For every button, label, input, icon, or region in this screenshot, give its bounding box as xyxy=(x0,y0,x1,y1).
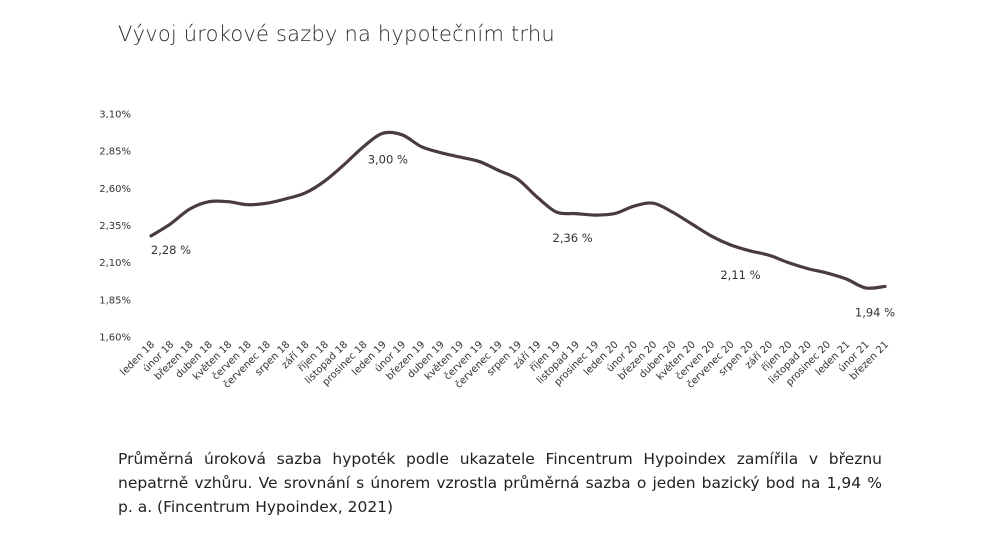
y-tick-label: 2,35% xyxy=(99,221,131,232)
y-tick-label: 2,60% xyxy=(99,184,131,195)
y-tick-label: 3,10% xyxy=(99,110,131,121)
y-tick-label: 2,85% xyxy=(99,147,131,158)
annotation-layer: 2,28 % 3,00 % 2,36 % 2,11 % 1,94 % xyxy=(151,152,895,319)
chart-title: Vývoj úrokové sazby na hypotečním trhu xyxy=(118,22,555,46)
y-axis: 1,60% 1,85% 2,10% 2,35% 2,60% 2,85% 3,10% xyxy=(99,110,131,344)
series-line xyxy=(149,130,887,290)
y-tick-label: 2,10% xyxy=(99,258,131,269)
line-chart: 1,60% 1,85% 2,10% 2,35% 2,60% 2,85% 3,10% lede… xyxy=(99,110,895,391)
chart-caption: Průměrná úroková sazba hypoték podle uka… xyxy=(118,450,882,516)
data-label: 2,11 % xyxy=(720,268,760,282)
data-label: 2,28 % xyxy=(151,243,191,257)
data-label: 1,94 % xyxy=(855,305,895,319)
data-label: 3,00 % xyxy=(368,152,408,166)
data-label: 2,36 % xyxy=(553,231,593,245)
y-tick-label: 1,85% xyxy=(99,295,131,306)
y-tick-label: 1,60% xyxy=(99,333,131,344)
series-layer xyxy=(149,130,887,290)
